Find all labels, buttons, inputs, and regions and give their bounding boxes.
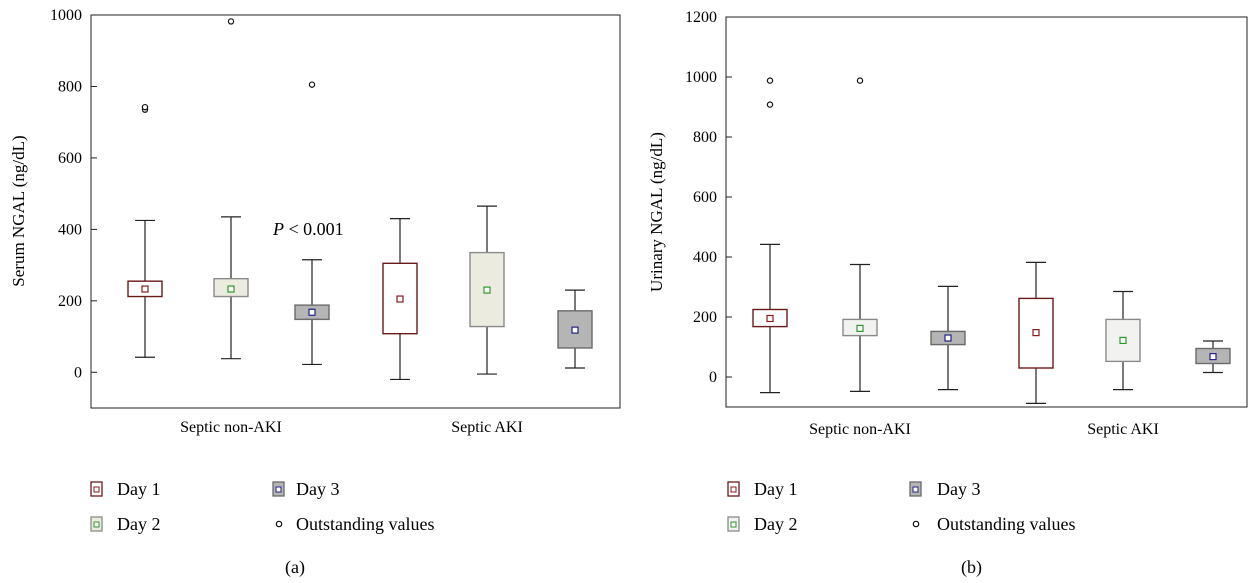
legend-b-outstanding-marker bbox=[912, 520, 920, 528]
category-label-b-1: Septic non-AKI bbox=[809, 421, 911, 438]
plot-area-a bbox=[90, 14, 621, 409]
median-marker-b-1-day3 bbox=[944, 334, 952, 342]
legend-b-day2-label: Day 2 bbox=[754, 514, 798, 534]
legend-a-day3: Day 3 bbox=[272, 479, 340, 499]
boxes-a bbox=[127, 18, 593, 381]
box-a-1-day3 bbox=[294, 81, 330, 366]
panel-label-b: (b) bbox=[961, 557, 982, 578]
median-marker-b-2-day2 bbox=[1119, 336, 1127, 344]
box-b-2-day3 bbox=[1195, 340, 1231, 374]
box-b-1-day3 bbox=[930, 285, 966, 391]
y-ticks-b: 0 200 400 600 800 1000 1200 bbox=[685, 9, 732, 386]
legend-b-day3: Day 3 bbox=[909, 479, 981, 499]
category-label-a-2: Septic AKI bbox=[451, 419, 523, 436]
y-tick-label-a-200: 200 bbox=[58, 293, 82, 310]
y-tick-label-b-600: 600 bbox=[693, 189, 717, 206]
plot-area-b bbox=[725, 16, 1248, 408]
legend-b-day2: Day 2 bbox=[727, 514, 798, 534]
legend-b-day1-marker bbox=[730, 486, 737, 493]
legend-a-outstanding: Outstanding values bbox=[275, 514, 434, 534]
p-value-symbol: P bbox=[272, 219, 284, 239]
y-tick-label-a-0: 0 bbox=[74, 364, 82, 381]
category-label-b-2: Septic AKI bbox=[1087, 421, 1159, 438]
median-marker-a-2-day2 bbox=[483, 286, 491, 294]
legend-a-day2-label: Day 2 bbox=[117, 514, 161, 534]
box-b-1-day2 bbox=[842, 77, 878, 392]
legend-b-outstanding-label: Outstanding values bbox=[937, 514, 1075, 534]
boxes-b bbox=[752, 77, 1231, 404]
outlier-b-1-day1-2 bbox=[766, 77, 774, 84]
panel-b: Urinary NGAL (ng/dL) 0 200 400 600 800 1000 12… bbox=[647, 9, 1248, 578]
box-b-1-day1 bbox=[752, 77, 788, 394]
outlier-a-1-day1-2 bbox=[141, 103, 149, 111]
box-a-2-day2 bbox=[469, 205, 505, 375]
outlier-b-1-day1-1 bbox=[766, 101, 774, 108]
legend-a-day1-label: Day 1 bbox=[117, 479, 161, 499]
legend-a-outstanding-marker bbox=[275, 520, 283, 528]
legend-a-outstanding-label: Outstanding values bbox=[296, 514, 434, 534]
outlier-a-1-day2-1 bbox=[227, 18, 235, 25]
category-label-a-1: Septic non-AKI bbox=[180, 419, 282, 436]
box-a-2-day3 bbox=[557, 289, 593, 369]
legend-b-day3-label: Day 3 bbox=[937, 479, 981, 499]
legend-b: Day 1 Day 3 Day 2 Outstanding values bbox=[727, 479, 1075, 534]
panel-label-a: (a) bbox=[285, 557, 305, 578]
median-marker-b-2-day1 bbox=[1032, 329, 1040, 337]
y-tick-label-b-1200: 1200 bbox=[685, 9, 717, 26]
y-tick-label-b-200: 200 bbox=[693, 309, 717, 326]
legend-a-day1-marker bbox=[93, 486, 100, 493]
box-a-1-day2 bbox=[213, 18, 249, 360]
legend-b-day2-marker bbox=[730, 521, 737, 528]
y-tick-label-b-1000: 1000 bbox=[685, 69, 717, 86]
y-tick-label-b-800: 800 bbox=[693, 129, 717, 146]
outlier-b-1-day2-1 bbox=[856, 77, 864, 84]
panel-a: Serum NGAL (ng/dL) 0 200 400 600 800 1000 Sep… bbox=[9, 7, 621, 578]
y-tick-label-b-0: 0 bbox=[709, 369, 717, 386]
legend-a: Day 1 Day 3 Day 2 Outstanding values bbox=[90, 479, 434, 534]
legend-b-day1-label: Day 1 bbox=[754, 479, 798, 499]
legend-a-day2: Day 2 bbox=[90, 514, 161, 534]
median-marker-a-1-day3 bbox=[308, 308, 316, 316]
p-value-text: < 0.001 bbox=[284, 219, 344, 239]
legend-a-day3-label: Day 3 bbox=[296, 479, 340, 499]
y-axis-label-a: Serum NGAL (ng/dL) bbox=[9, 135, 28, 286]
legend-b-day1: Day 1 bbox=[727, 479, 798, 499]
median-marker-a-1-day1 bbox=[141, 285, 149, 293]
box-iqr-b-2-day1 bbox=[1018, 297, 1054, 369]
outlier-a-1-day3-1 bbox=[308, 81, 316, 88]
median-marker-b-1-day1 bbox=[766, 314, 774, 323]
median-marker-a-2-day3 bbox=[571, 326, 579, 334]
box-a-1-day1 bbox=[127, 103, 163, 358]
box-b-2-day2 bbox=[1105, 290, 1141, 391]
legend-a-day3-marker bbox=[275, 486, 282, 493]
box-b-2-day1 bbox=[1018, 261, 1054, 404]
median-marker-b-2-day3 bbox=[1209, 353, 1217, 361]
y-ticks-a: 0 200 400 600 800 1000 bbox=[50, 7, 97, 381]
median-marker-a-2-day1 bbox=[396, 295, 404, 303]
box-iqr-b-2-day2 bbox=[1105, 318, 1141, 363]
median-marker-a-1-day2 bbox=[227, 285, 235, 293]
legend-a-day2-marker bbox=[93, 521, 100, 528]
legend-b-day3-marker bbox=[912, 486, 919, 493]
box-a-2-day1 bbox=[382, 218, 418, 381]
y-tick-label-a-600: 600 bbox=[58, 150, 82, 167]
legend-a-day1: Day 1 bbox=[90, 479, 161, 499]
y-tick-label-a-400: 400 bbox=[58, 221, 82, 238]
y-axis-label-b: Urinary NGAL (ng/dL) bbox=[647, 132, 666, 292]
median-marker-b-1-day2 bbox=[856, 324, 864, 332]
y-tick-label-a-800: 800 bbox=[58, 78, 82, 95]
legend-b-outstanding: Outstanding values bbox=[912, 514, 1075, 534]
y-tick-label-b-400: 400 bbox=[693, 249, 717, 266]
y-tick-label-a-1000: 1000 bbox=[50, 7, 82, 24]
p-value-annotation: P < 0.001 bbox=[272, 219, 344, 239]
